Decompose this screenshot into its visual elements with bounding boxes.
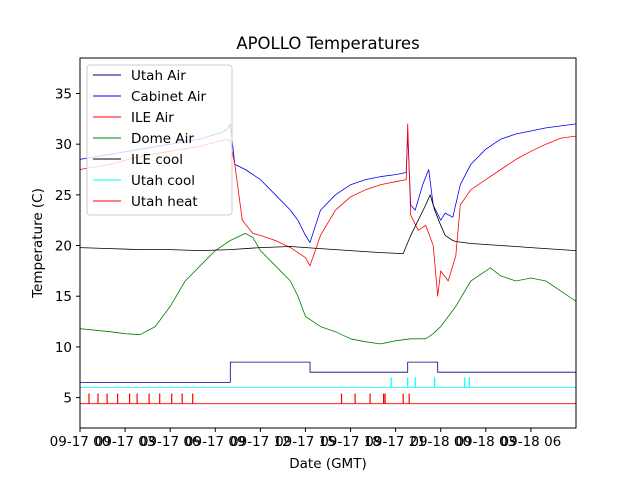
x-tick-label-8: 09-18 00 <box>410 434 471 450</box>
x-tick-label-6: 09-17 18 <box>320 434 381 450</box>
y-tick-label-5: 5 <box>63 391 72 407</box>
x-tick-label-9: 09-18 03 <box>455 434 516 450</box>
y-tick-label-35: 35 <box>55 86 72 102</box>
y-axis: 5 10 15 20 25 30 35 <box>55 86 80 407</box>
x-tick-label-3: 09-17 09 <box>185 434 246 450</box>
series-line-ile-air <box>80 123 576 297</box>
x-tick-label-2: 09-17 06 <box>140 434 201 450</box>
y-tick-label-30: 30 <box>55 137 72 153</box>
chart-title: APOLLO Temperatures <box>236 34 419 53</box>
legend-label-utah-air: Utah Air <box>131 68 186 84</box>
x-axis-label: Date (GMT) <box>289 456 366 472</box>
x-tick-label-7: 09-17 21 <box>365 434 426 450</box>
legend-label-cabinet-air: Cabinet Air <box>131 89 206 105</box>
x-tick-label-1: 09-17 03 <box>95 434 156 450</box>
plot-frame <box>79 57 577 429</box>
legend: Utah Air Cabinet Air ILE Air Dome Air ILE co… <box>86 64 233 216</box>
y-axis-label: Temperature (C) <box>30 188 46 299</box>
series-line-utah-air <box>80 361 576 383</box>
y-tick-label-25: 25 <box>55 188 72 204</box>
series-line-dome-air <box>80 233 576 345</box>
legend-label-utah-cool: Utah cool <box>131 173 195 189</box>
y-tick-label-20: 20 <box>55 239 72 255</box>
x-tick-label-4: 09-17 12 <box>230 434 291 450</box>
legend-frame <box>86 64 233 216</box>
x-tick-label-10: 09-18 06 <box>501 434 562 450</box>
x-tick-label-5: 09-17 15 <box>275 434 336 450</box>
series-line-ile-cool <box>80 194 576 254</box>
legend-label-utah-heat: Utah heat <box>131 194 198 210</box>
legend-label-ile-cool: ILE cool <box>131 152 183 168</box>
x-tick-label-0: 09-17 00 <box>50 434 111 450</box>
y-tick-label-15: 15 <box>55 289 72 305</box>
legend-label-dome-air: Dome Air <box>131 131 194 147</box>
legend-label-ile-air: ILE Air <box>131 110 174 126</box>
y-tick-label-10: 10 <box>55 340 72 356</box>
